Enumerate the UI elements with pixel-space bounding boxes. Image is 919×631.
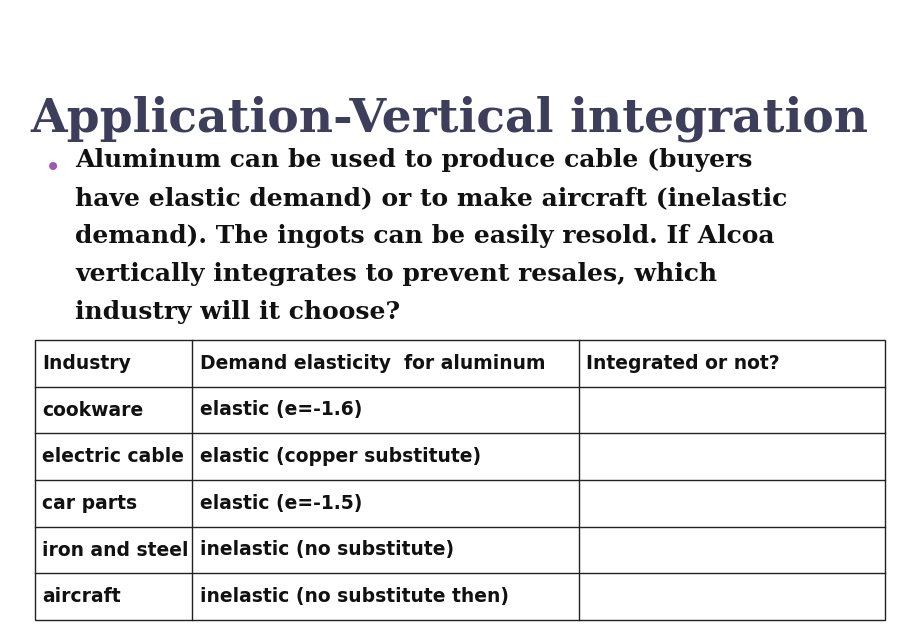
Text: cookware: cookware: [42, 401, 143, 420]
Text: inelastic (no substitute): inelastic (no substitute): [199, 541, 453, 560]
Text: Application-Vertical integration: Application-Vertical integration: [30, 95, 868, 141]
Text: Demand elasticity  for aluminum: Demand elasticity for aluminum: [199, 354, 545, 373]
Text: aircraft: aircraft: [42, 587, 121, 606]
Text: vertically integrates to prevent resales, which: vertically integrates to prevent resales…: [75, 262, 716, 286]
Text: Industry: Industry: [42, 354, 131, 373]
Text: electric cable: electric cable: [42, 447, 184, 466]
Text: iron and steel: iron and steel: [42, 541, 188, 560]
Text: industry will it choose?: industry will it choose?: [75, 300, 400, 324]
Text: car parts: car parts: [42, 494, 137, 513]
Text: inelastic (no substitute then): inelastic (no substitute then): [199, 587, 508, 606]
Text: elastic (e=-1.5): elastic (e=-1.5): [199, 494, 361, 513]
Text: Aluminum can be used to produce cable (buyers: Aluminum can be used to produce cable (b…: [75, 148, 752, 172]
Text: have elastic demand) or to make aircraft (inelastic: have elastic demand) or to make aircraft…: [75, 186, 787, 210]
Text: elastic (e=-1.6): elastic (e=-1.6): [199, 401, 361, 420]
Text: demand). The ingots can be easily resold. If Alcoa: demand). The ingots can be easily resold…: [75, 224, 774, 248]
Text: elastic (copper substitute): elastic (copper substitute): [199, 447, 481, 466]
Text: Integrated or not?: Integrated or not?: [585, 354, 779, 373]
Text: •: •: [45, 154, 62, 182]
